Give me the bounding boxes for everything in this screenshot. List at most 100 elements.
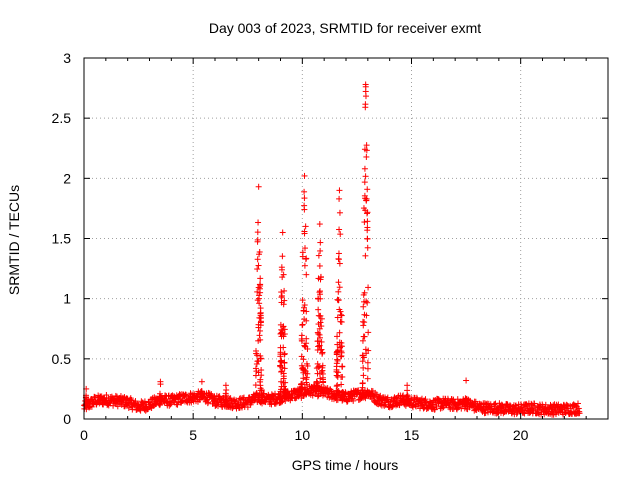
data-point (359, 389, 366, 396)
data-point (318, 323, 325, 330)
data-point (335, 279, 342, 286)
data-point (255, 219, 262, 226)
data-point (156, 390, 163, 397)
data-point (362, 88, 369, 95)
data-point (301, 172, 308, 179)
data-point (359, 337, 366, 344)
data-point (333, 392, 340, 399)
data-point (363, 142, 370, 149)
data-point (315, 275, 322, 282)
data-point (255, 284, 262, 291)
data-point (300, 307, 307, 314)
data-point (258, 386, 265, 393)
data-point (304, 389, 311, 396)
data-point (255, 183, 262, 190)
x-tick-labels: 0 5 10 15 20 (80, 427, 529, 443)
data-point (360, 291, 367, 298)
data-point (319, 362, 326, 369)
data-point (256, 292, 263, 299)
data-point (292, 395, 299, 402)
plot-frame (83, 57, 609, 420)
data-point (277, 349, 284, 356)
data-point (158, 396, 165, 403)
data-point (335, 250, 342, 257)
data-point (318, 346, 325, 353)
data-point (301, 188, 308, 195)
data-point (576, 410, 583, 417)
data-point (318, 338, 325, 345)
data-point (281, 392, 288, 399)
data-point (338, 312, 345, 319)
data-point (360, 372, 367, 379)
data-point (337, 231, 344, 238)
data-point (301, 262, 308, 269)
data-point (258, 372, 265, 379)
data-point (404, 392, 411, 399)
chart-title: Day 003 of 2023, SRMTID for receiver exm… (209, 20, 481, 36)
data-point (315, 330, 322, 337)
data-point (253, 368, 260, 375)
data-point (301, 228, 308, 235)
data-point (336, 306, 343, 313)
data-point (303, 308, 310, 315)
data-point (360, 354, 367, 361)
data-point (364, 235, 371, 242)
data-point (254, 358, 261, 365)
data-point (281, 359, 288, 366)
y-tick-label: 1.5 (52, 231, 72, 247)
data-point (198, 393, 205, 400)
data-point (364, 365, 371, 372)
data-point (433, 403, 440, 410)
data-point (205, 399, 212, 406)
data-point (335, 296, 342, 303)
data-point (301, 195, 308, 202)
data-point (336, 209, 343, 216)
data-point (254, 352, 261, 359)
data-point (257, 336, 264, 343)
data-point (575, 400, 582, 407)
x-tick-label: 0 (80, 427, 88, 443)
data-point (300, 356, 307, 363)
data-point (223, 394, 230, 401)
data-point (278, 289, 285, 296)
data-point (364, 244, 371, 251)
data-point (303, 340, 310, 347)
data-point (303, 360, 310, 367)
data-point (336, 195, 343, 202)
data-point (302, 343, 309, 350)
data-point (233, 397, 240, 404)
data-point (320, 379, 327, 386)
data-point (315, 252, 322, 259)
y-tick-label: 0.5 (52, 351, 72, 367)
data-point (333, 383, 340, 390)
data-point (255, 262, 262, 269)
data-point (316, 313, 323, 320)
data-point (298, 381, 305, 388)
data-point (236, 395, 243, 402)
data-point (300, 375, 307, 382)
data-point (222, 393, 229, 400)
data-point (359, 358, 366, 365)
data-point (335, 255, 342, 262)
data-point (350, 397, 357, 404)
data-point (364, 227, 371, 234)
data-point (254, 229, 261, 236)
x-tick-label: 10 (295, 427, 311, 443)
data-point (362, 252, 369, 259)
data-point (174, 401, 181, 408)
data-point (336, 226, 343, 233)
data-point (313, 383, 320, 390)
data-point (278, 292, 285, 299)
data-point (315, 295, 322, 302)
data-point (314, 393, 321, 400)
data-point (167, 401, 174, 408)
data-point (259, 394, 266, 401)
data-point (336, 329, 343, 336)
data-point (253, 360, 260, 367)
data-point (315, 306, 322, 313)
data-point (361, 219, 368, 226)
data-point (278, 383, 285, 390)
data-point (360, 205, 367, 212)
data-point (364, 299, 371, 306)
